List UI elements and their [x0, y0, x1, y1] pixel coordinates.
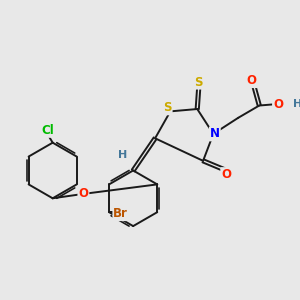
- Text: S: S: [194, 76, 203, 88]
- Text: O: O: [78, 188, 88, 200]
- Text: O: O: [247, 74, 257, 87]
- Text: H: H: [293, 99, 300, 109]
- Text: Cl: Cl: [41, 124, 54, 137]
- Text: O: O: [273, 98, 283, 111]
- Text: S: S: [163, 101, 172, 114]
- Text: O: O: [221, 168, 231, 181]
- Text: H: H: [118, 150, 128, 160]
- Text: Br: Br: [113, 207, 128, 220]
- Text: N: N: [210, 128, 220, 140]
